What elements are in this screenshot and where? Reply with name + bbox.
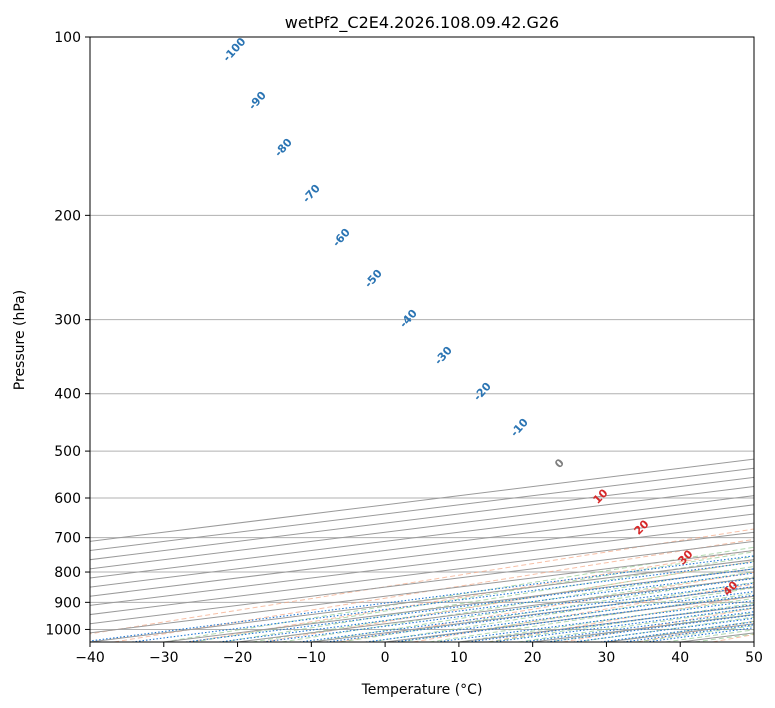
isotherm-line <box>90 476 754 561</box>
moist-adiabat-line <box>399 587 754 642</box>
isotherm-line <box>90 522 754 606</box>
dry-adiabat-line <box>338 571 754 642</box>
y-axis-ticks: 100 200 300 400 500 600 700 800 900 1000 <box>45 30 90 638</box>
moist-adiabat-line <box>311 571 754 642</box>
x-tick-label: 0 <box>381 650 390 666</box>
x-tick-label: −30 <box>149 650 179 666</box>
isotherm-line <box>90 513 754 597</box>
isotherm-line <box>90 495 754 579</box>
x-tick-label: −20 <box>223 650 253 666</box>
mixing-ratio-lines <box>90 555 754 642</box>
x-tick-label: 30 <box>598 650 616 666</box>
isotherm-line <box>90 486 754 570</box>
x-tick-label: −10 <box>297 650 327 666</box>
y-tick-label: 800 <box>54 565 81 581</box>
isotherm-line <box>90 458 754 542</box>
isotherm-line <box>90 504 754 588</box>
mixing-ratio-line <box>185 568 754 642</box>
x-tick-label: 40 <box>671 650 689 666</box>
isotherm-line <box>90 531 754 616</box>
dry-adiabat-line <box>188 549 754 642</box>
y-tick-label: 700 <box>54 531 81 547</box>
moist-adiabat-line <box>193 551 754 642</box>
y-tick-label: 100 <box>54 30 81 46</box>
x-tick-label: −40 <box>75 650 105 666</box>
y-tick-label: 600 <box>54 491 81 507</box>
isotherm-line <box>90 467 754 552</box>
moist-adiabat-line <box>222 555 754 642</box>
mixing-ratio-line <box>436 600 754 642</box>
x-tick-label: 10 <box>450 650 468 666</box>
y-tick-label: 1000 <box>45 622 81 638</box>
y-tick-label: 400 <box>54 387 81 403</box>
moist-adiabat-line <box>458 597 754 642</box>
plot-frame <box>89 36 755 643</box>
pressure-gridlines <box>90 37 754 630</box>
x-tick-label: 20 <box>524 650 542 666</box>
y-tick-label: 500 <box>54 444 81 460</box>
moist-adiabat-line <box>340 576 754 642</box>
y-tick-label: 900 <box>54 595 81 611</box>
dry-adiabat-line <box>90 528 754 635</box>
x-axis-ticks: −40 −30 −20 −10 0 10 20 30 40 50 <box>75 642 763 666</box>
skewed-isotherms <box>90 458 754 642</box>
moist-adiabat-line <box>163 546 754 642</box>
y-axis-label: Pressure (hPa) <box>12 290 28 390</box>
x-axis-label: Temperature (°C) <box>361 682 483 698</box>
y-tick-label: 300 <box>54 313 81 329</box>
x-tick-label: 50 <box>745 650 763 666</box>
chart-title: wetPf2_C2E4.2026.108.09.42.G26 <box>285 13 559 33</box>
mixing-ratio-line <box>468 604 754 642</box>
y-tick-label: 200 <box>54 208 81 224</box>
mixing-ratio-line <box>219 572 754 642</box>
moist-adiabat-line <box>281 565 754 642</box>
dry-adiabat-line <box>413 583 754 642</box>
